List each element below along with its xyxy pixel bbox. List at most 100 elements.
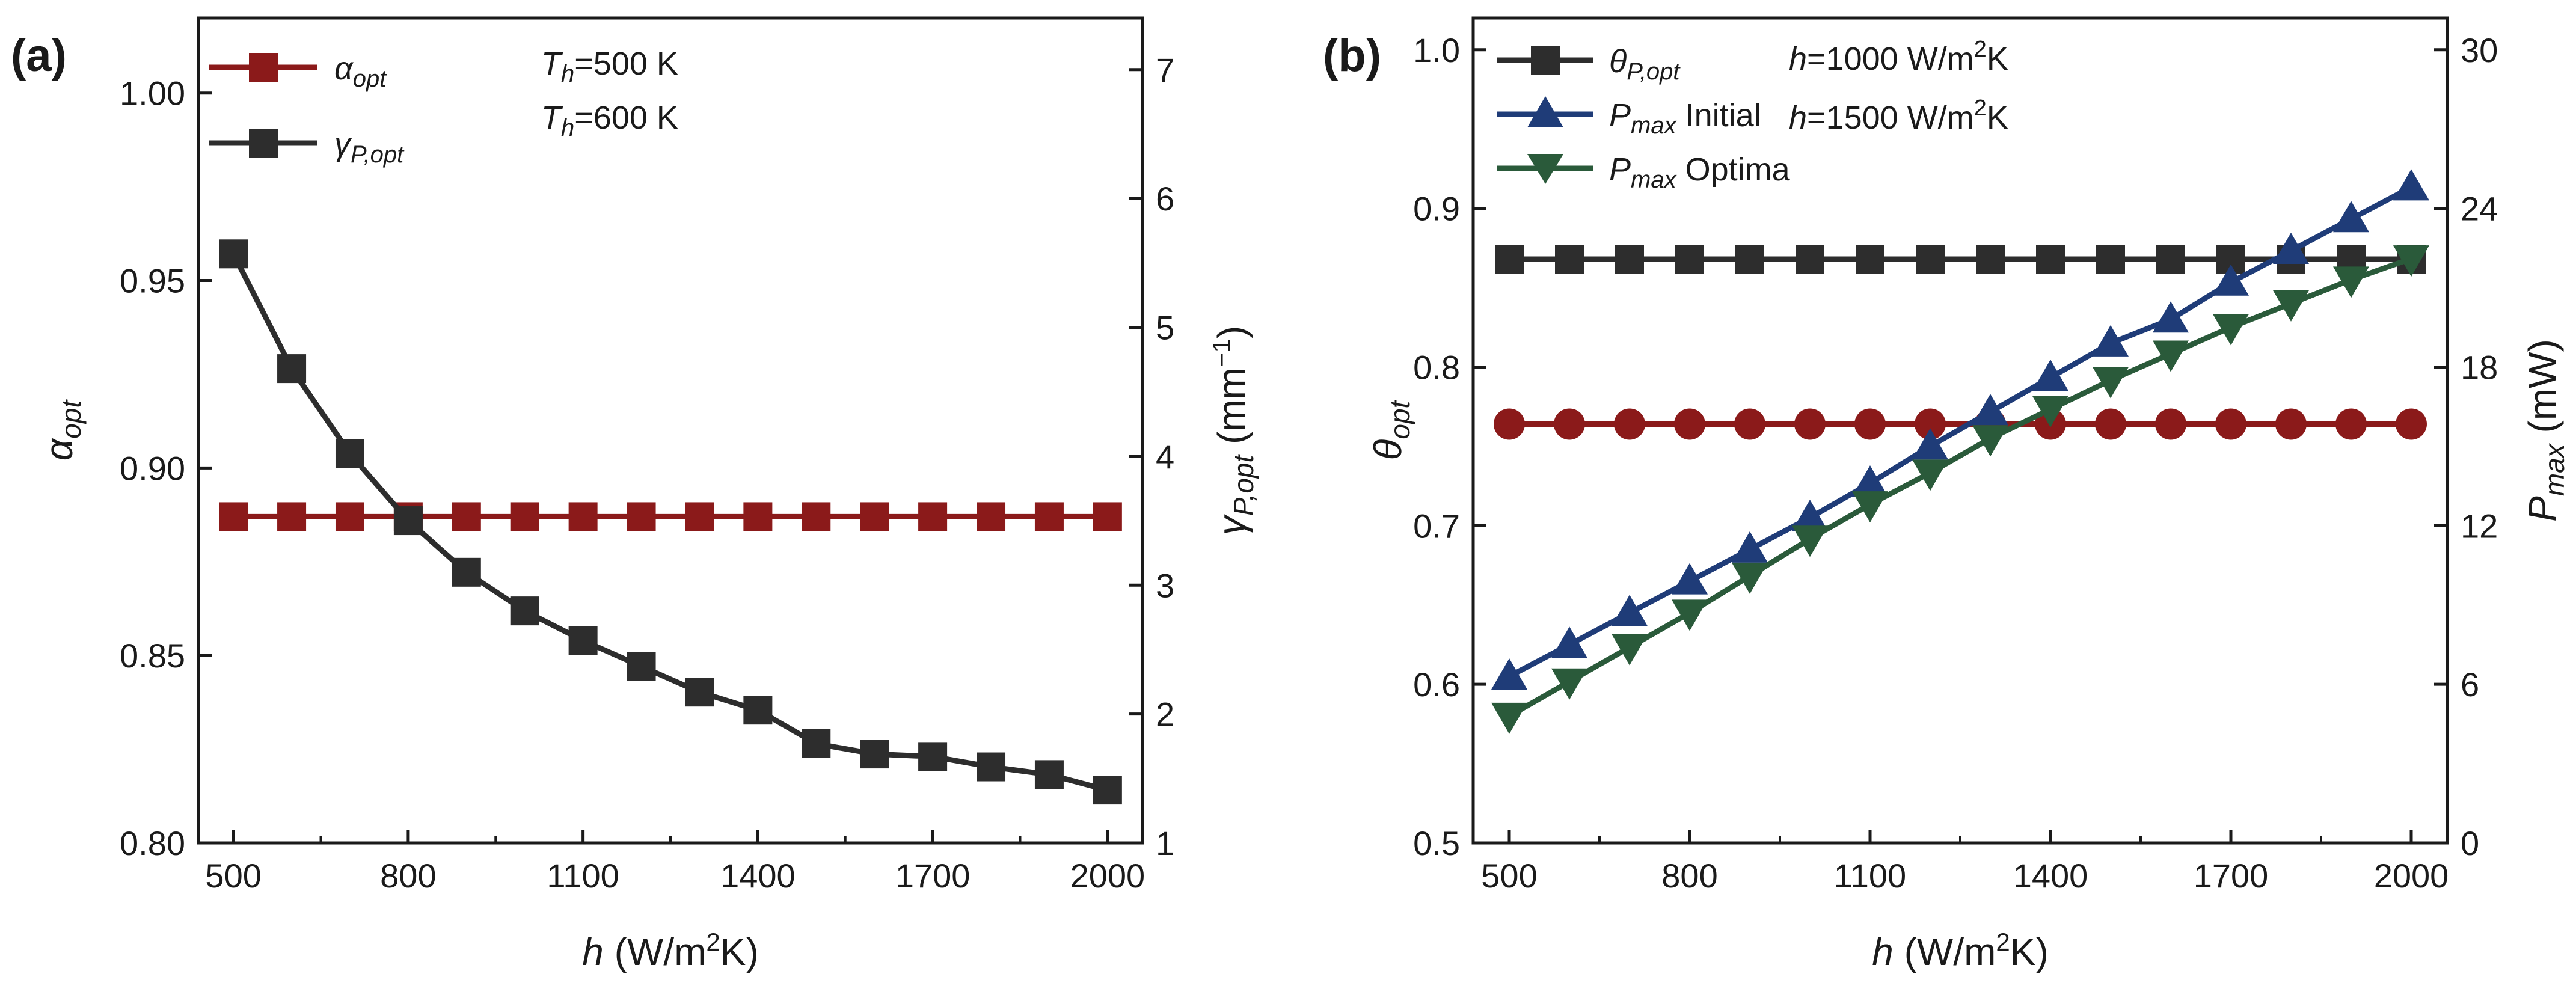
data-point-square — [743, 502, 773, 531]
legend-gamma-label: γP,opt — [334, 126, 405, 168]
x-tick-label: 2000 — [1070, 857, 1145, 895]
data-point-square — [219, 239, 248, 269]
data-point-triangle-down — [1972, 425, 2008, 457]
panel-a-label: (a) — [11, 30, 67, 81]
legend-pinitial-marker — [1527, 96, 1563, 127]
data-point-square — [1916, 245, 1945, 274]
panel-a-x-ticks: 500 800 1100 1400 1700 2000 — [205, 830, 1145, 895]
left-tick-label: 1.0 — [1413, 31, 1460, 69]
x-tick-label: 1700 — [2194, 857, 2269, 895]
data-point-square — [627, 652, 656, 681]
data-point-triangle-up — [2153, 301, 2189, 333]
data-point-triangle-down — [2032, 396, 2068, 427]
data-point-triangle-up — [1491, 658, 1527, 690]
data-point-triangle-up — [1612, 595, 1648, 626]
data-point-circle — [1614, 408, 1645, 440]
data-point-square — [1976, 245, 2005, 274]
data-point-square — [452, 502, 481, 531]
panel-b-x-label: h (W/m2K) — [1872, 928, 2049, 973]
panel-a-legend: αopt γP,opt Th=500 K Th=600 K — [209, 46, 678, 168]
data-point-square — [977, 752, 1006, 782]
right-tick-label: 4 — [1156, 438, 1174, 476]
right-tick-label: 6 — [2461, 666, 2479, 703]
data-point-square — [977, 502, 1006, 531]
data-point-square — [860, 740, 889, 769]
left-tick-label: 0.80 — [120, 824, 185, 862]
legend-poptima-label: Pmax Optima — [1609, 152, 1791, 193]
data-point-square — [568, 502, 598, 531]
panel-a: (a) 500 800 1100 1400 1700 2000 0.800.850.900… — [11, 16, 1259, 973]
data-point-square — [277, 354, 307, 384]
panel-b-left-y-label: θopt — [1366, 399, 1415, 460]
series-line-1 — [231, 253, 1109, 793]
data-point-circle — [1554, 408, 1585, 440]
data-point-triangle-down — [1912, 459, 1948, 491]
data-point-square — [1856, 245, 1884, 274]
panel-b-legend: θP,opt Pmax Initial Pmax Optima h=1000 W… — [1497, 37, 2008, 193]
left-tick-label: 1.00 — [120, 75, 185, 112]
panel-b-right-y-label: Pmax (mW) — [2521, 339, 2570, 522]
data-point-square — [743, 696, 773, 725]
series-line-3 — [1507, 256, 2412, 718]
x-tick-label: 1100 — [1834, 857, 1906, 895]
data-point-triangle-down — [1551, 668, 1587, 700]
panel-b-x-ticks: 500 800 1100 1400 1700 2000 — [1481, 830, 2449, 895]
data-point-triangle-down — [2333, 266, 2369, 298]
data-point-square — [1615, 245, 1644, 274]
panel-b: (b) 500 800 1100 1400 1700 2000 0.50.60.70.80… — [1323, 16, 2570, 973]
right-tick-label: 7 — [1156, 51, 1174, 89]
annotation-th-600: Th=600 K — [541, 100, 678, 141]
data-point-circle — [2275, 408, 2307, 440]
data-point-square — [2096, 245, 2125, 274]
x-tick-label: 2000 — [2374, 857, 2449, 895]
data-point-triangle-up — [2273, 232, 2309, 264]
data-point-triangle-up — [1672, 563, 1708, 595]
panel-a-left-y-label: αopt — [37, 399, 87, 461]
data-point-circle — [1794, 408, 1826, 440]
data-point-circle — [2215, 408, 2246, 440]
data-point-triangle-down — [1672, 599, 1708, 631]
data-point-circle — [2155, 408, 2186, 440]
data-point-square — [393, 506, 423, 536]
panel-b-left-ticks: 0.5 0.6 0.7 0.8 0.9 1.0 — [1413, 31, 1486, 862]
data-point-triangle-up — [2093, 325, 2129, 357]
series-line-2 — [1507, 185, 2413, 679]
data-point-triangle-down — [1732, 562, 1768, 594]
x-tick-label: 500 — [205, 857, 261, 895]
panel-b-label: (b) — [1323, 30, 1381, 81]
data-point-triangle-down — [2273, 290, 2309, 322]
data-point-square — [685, 502, 714, 531]
data-point-square — [277, 502, 307, 531]
data-point-square — [510, 596, 539, 626]
left-tick-label: 0.8 — [1413, 348, 1460, 386]
data-point-square — [2156, 245, 2185, 274]
left-tick-label: 0.85 — [120, 637, 185, 675]
x-tick-label: 1700 — [895, 857, 971, 895]
data-point-square — [860, 502, 889, 531]
data-point-circle — [2396, 408, 2427, 440]
data-point-square — [510, 502, 539, 531]
data-point-square — [1735, 245, 1764, 274]
data-point-triangle-down — [1491, 702, 1527, 734]
data-point-square — [568, 626, 598, 655]
right-tick-label: 24 — [2461, 190, 2498, 228]
x-tick-label: 800 — [1661, 857, 1717, 895]
x-tick-label: 500 — [1481, 857, 1537, 895]
data-point-circle — [1674, 408, 1705, 440]
left-tick-label: 0.5 — [1413, 824, 1460, 862]
x-tick-label: 1400 — [720, 857, 796, 895]
data-point-square — [1796, 245, 1824, 274]
data-point-circle — [1494, 408, 1525, 440]
data-point-triangle-down — [2213, 314, 2249, 346]
data-point-circle — [2335, 408, 2367, 440]
data-point-triangle-up — [2032, 360, 2068, 391]
panel-a-x-label: h (W/m2K) — [582, 928, 759, 973]
panel-a-right-y-label: γP,opt (mm−1) — [1207, 326, 1259, 535]
right-tick-label: 5 — [1156, 309, 1174, 347]
x-tick-label: 1400 — [2013, 857, 2088, 895]
left-tick-label: 0.6 — [1413, 666, 1460, 703]
right-tick-label: 1 — [1156, 824, 1174, 862]
data-point-square — [1034, 502, 1064, 531]
data-point-triangle-up — [1912, 428, 1948, 460]
data-point-square — [802, 729, 831, 758]
